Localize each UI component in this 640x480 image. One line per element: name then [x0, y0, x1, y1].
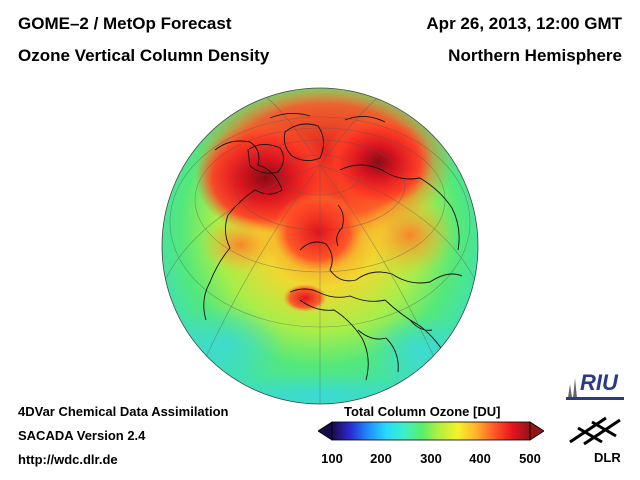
colorbar-tick: 300 [420, 451, 442, 466]
colorbar-gradient [331, 421, 531, 441]
footer-version: SACADA Version 2.4 [18, 428, 146, 443]
dlr-logo-text: DLR [594, 450, 621, 465]
dlr-emblem-icon [569, 416, 621, 446]
colorbar-tick: 100 [321, 451, 343, 466]
colorbar-tick: 200 [370, 451, 392, 466]
title-region: Northern Hemisphere [448, 46, 622, 65]
colorbar-tick: 400 [469, 451, 491, 466]
title-datetime: Apr 26, 2013, 12:00 GMT [426, 14, 622, 33]
colorbar-high-arrow [529, 421, 544, 441]
dlr-logo: DLR [562, 412, 632, 468]
riu-logo-text: RIU [580, 370, 618, 395]
colorbar-tick: 500 [519, 451, 541, 466]
title-product: Ozone Vertical Column Density [18, 46, 270, 65]
footer-method: 4DVar Chemical Data Assimilation [18, 404, 229, 419]
footer-url: http://wdc.dlr.de [18, 452, 118, 467]
colorbar-title: Total Column Ozone [DU] [344, 404, 501, 419]
riu-logo: RIU [564, 370, 626, 404]
colorbar-low-arrow [318, 421, 333, 441]
colorbar [318, 421, 544, 441]
title-instrument: GOME–2 / MetOp Forecast [18, 14, 232, 33]
